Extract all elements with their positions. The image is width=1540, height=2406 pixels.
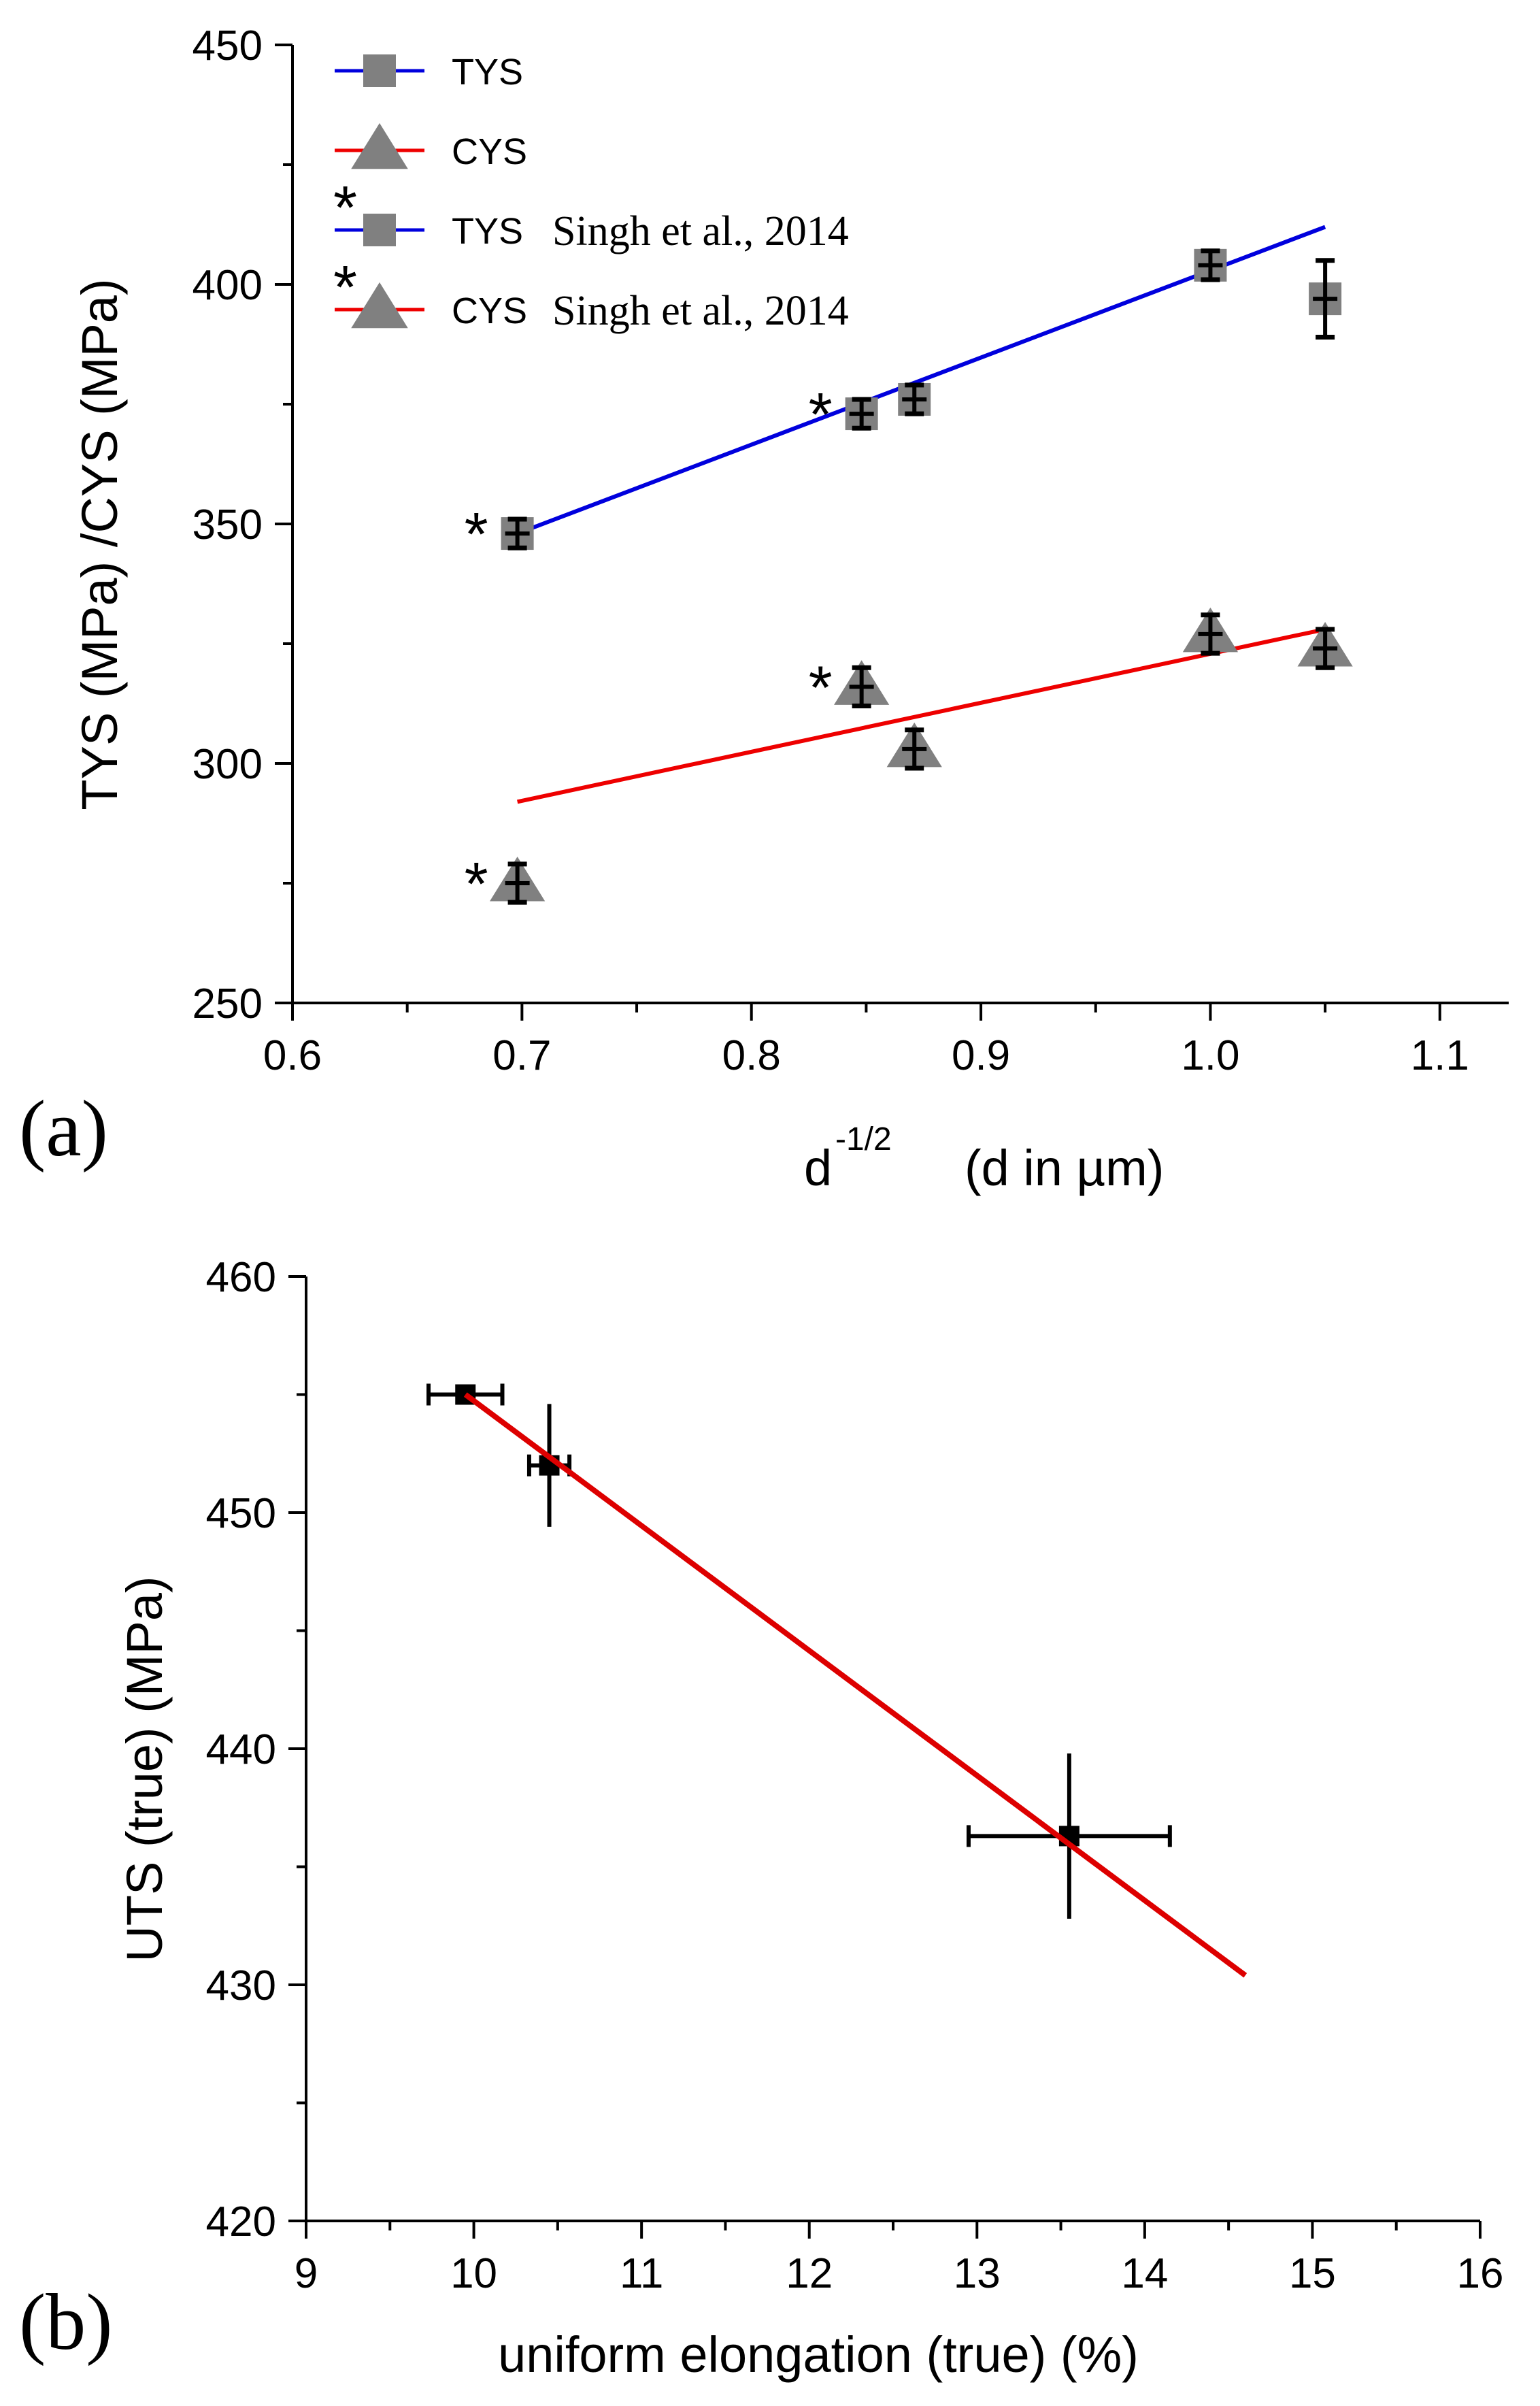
panel-b-x-tick-label: 15 [1289,2250,1336,2297]
legend-asterisk: * [333,254,357,322]
panel-a-x-tick-label: 1.1 [1411,1032,1469,1079]
panel-a-x-tick-label: 0.8 [722,1032,781,1079]
legend-square-marker [363,54,396,87]
literature-asterisk: * [465,851,488,919]
panel-b-x-tick-label: 16 [1457,2250,1504,2297]
panel-b-x-tick-label: 14 [1121,2250,1168,2297]
cys-fit-line [516,627,1326,804]
panel-a-label: (a) [19,1084,108,1173]
panel-b-x-tick-label: 13 [954,2250,1001,2297]
panel-b-x-tick-label: 12 [786,2250,833,2297]
legend-label: TYS [452,52,523,93]
panel-a-y-tick-label: 250 [192,980,263,1027]
literature-asterisk: * [809,381,833,449]
panel-b-label: (b) [19,2277,113,2367]
panel-a-y-tick-label: 350 [192,501,263,548]
panel-a-x-tick-label: 1.0 [1181,1032,1239,1079]
legend-triangle-marker [351,282,408,329]
panel-b-x-tick-label: 9 [295,2250,318,2297]
legend-triangle-marker [351,122,408,169]
panel-b-chart: 9 10 11 12 13 14 15 16 420 430 440 450 460 UTS (true)… [116,1254,1503,2383]
panel-a-y-tick-label: 400 [192,262,263,309]
legend-square-marker [363,214,396,246]
literature-asterisk: * [809,654,833,722]
legend-citation: Singh et al., 2014 [552,288,849,334]
panel-a-x-axis-title-unit: (d in µm) [965,1140,1164,1196]
panel-b-y-tick-label: 420 [206,2198,276,2245]
legend-label: CYS [452,291,527,331]
panel-a-y-axis-title: TYS (MPa) /CYS (MPa) [71,278,128,810]
panel-a-x-axis-title-d: d [804,1140,832,1196]
legend-label: TYS [452,211,523,252]
panel-b-x-tick-label: 11 [620,2250,663,2297]
panel-a-chart: 0.6 0.7 0.8 0.9 1.0 1.1 250 300 350 400 450 TYS (MP… [71,22,1509,1196]
panel-a-x-tick-label: 0.7 [492,1032,551,1079]
panel-b-x-tick-label: 10 [450,2250,497,2297]
legend-citation: Singh et al., 2014 [552,208,849,254]
panel-a-x-axis-title-exponent: -1/2 [835,1121,892,1157]
tys-fit-line [516,225,1326,535]
panel-b-x-axis-title: uniform elongation (true) (%) [498,2326,1139,2383]
panel-b-y-tick-label: 430 [206,1962,276,2009]
panel-b-y-tick-label: 440 [206,1726,276,1773]
panel-b-y-tick-label: 450 [206,1490,276,1537]
panel-a-y-tick-label: 300 [192,741,263,788]
legend-label: CYS [452,131,527,172]
panel-b-y-tick-label: 460 [206,1254,276,1301]
legend-asterisk: * [333,174,357,242]
panel-a-y-tick-label: 450 [192,22,263,69]
panel-a-x-tick-label: 0.6 [263,1032,322,1079]
panel-b-y-axis-title: UTS (true) (MPa) [116,1576,173,1962]
literature-asterisk: * [465,501,488,569]
panel-a-x-tick-label: 0.9 [952,1032,1010,1079]
fit-line [463,1392,1248,1978]
